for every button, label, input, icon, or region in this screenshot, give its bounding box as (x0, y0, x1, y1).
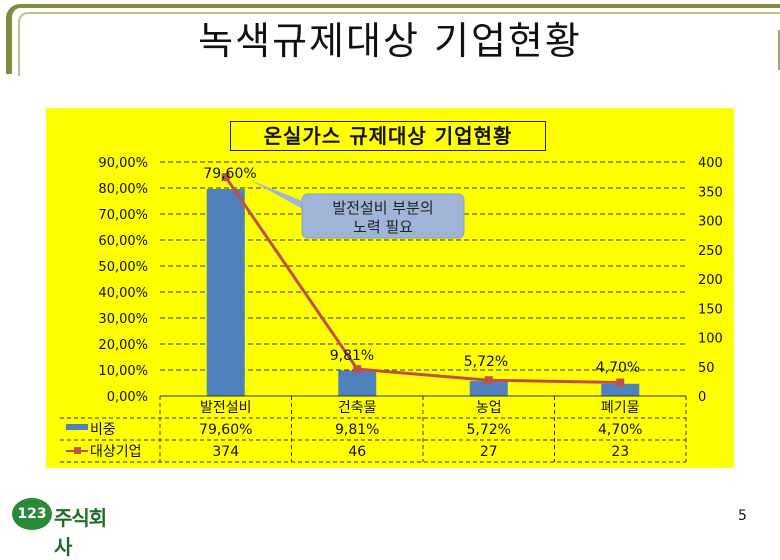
category-label: 건축물 (338, 400, 377, 416)
line-point (484, 376, 493, 385)
header-accent (768, 30, 780, 70)
slide-title: 녹색규제대상 기업현황 (198, 19, 582, 63)
y-right-tick-label: 300 (698, 215, 723, 230)
y-right-tick-label: 100 (698, 332, 723, 347)
y-left-tick-label: 70,00% (98, 208, 148, 223)
y-right-tick-label: 400 (698, 156, 723, 171)
chart-title: 온실가스 규제대상 기업현황 (230, 121, 546, 151)
y-left-tick-label: 60,00% (98, 234, 148, 249)
table-cell-value: 27 (480, 444, 498, 460)
y-right-tick-label: 150 (698, 302, 723, 317)
bar (601, 383, 640, 396)
callout-text-line1: 발전설비 부분의 (332, 199, 433, 217)
y-left-tick-label: 30,00% (98, 312, 148, 327)
callout-pointer (250, 180, 312, 214)
table-cell-value: 4,70% (598, 422, 642, 438)
callout-box (301, 193, 465, 239)
y-right-tick-label: 50 (698, 361, 715, 376)
table-cell-value: 46 (348, 444, 366, 460)
legend-key-bar (66, 424, 88, 430)
callout-text-line2: 노력 필요 (353, 218, 413, 236)
line-point (353, 365, 362, 374)
bar-data-label: 79,60% (203, 166, 256, 182)
line-point (616, 378, 625, 387)
y-left-tick-label: 90,00% (98, 156, 148, 171)
y-right-tick-label: 0 (698, 390, 706, 405)
company-logo: 123 주식회사 (12, 494, 112, 559)
bar-data-label: 4,70% (596, 360, 640, 376)
table-cell-value: 79,60% (199, 422, 252, 438)
category-label: 발전설비 (200, 400, 252, 416)
y-left-tick-label: 80,00% (98, 182, 148, 197)
y-right-tick-label: 200 (698, 273, 723, 288)
legend-key-marker (74, 447, 81, 454)
table-cell-value: 5,72% (467, 422, 511, 438)
bar-data-label: 9,81% (330, 348, 374, 364)
logo-badge: 123 (12, 498, 52, 530)
table-cell-value: 374 (212, 444, 239, 460)
page-number: 5 (738, 508, 747, 524)
y-left-tick-label: 50,00% (98, 260, 148, 275)
line-point (221, 173, 230, 182)
y-left-tick-label: 40,00% (98, 286, 148, 301)
y-left-tick-label: 0,00% (107, 390, 148, 405)
header-bar (6, 4, 780, 76)
table-cell-value: 9,81% (335, 422, 379, 438)
logo-text: 주식회사 (54, 506, 107, 559)
chart-panel (46, 108, 734, 468)
bar-data-label: 5,72% (464, 354, 508, 370)
bar (469, 381, 508, 396)
y-right-tick-label: 250 (698, 244, 723, 259)
y-left-tick-label: 10,00% (98, 364, 148, 379)
series-line (224, 176, 621, 385)
category-label: 폐기물 (601, 400, 640, 416)
combo-chart: 0,00% 10,00% 20,00% 30,00% 40,00% 50,00% 60,00… (60, 156, 723, 463)
slide: 녹색규제대상 기업현황 온실가스 규제대상 기업현황 0,00% 10,00% 20… (6, 4, 780, 559)
bar (206, 189, 245, 396)
y-right-tick-label: 350 (698, 185, 723, 200)
bar (338, 370, 377, 396)
legend-series-name: 대상기업 (90, 444, 142, 460)
legend-series-name: 비중 (90, 422, 116, 438)
category-label: 농업 (476, 400, 502, 416)
y-left-tick-label: 20,00% (98, 338, 148, 353)
table-cell-value: 23 (611, 444, 629, 460)
